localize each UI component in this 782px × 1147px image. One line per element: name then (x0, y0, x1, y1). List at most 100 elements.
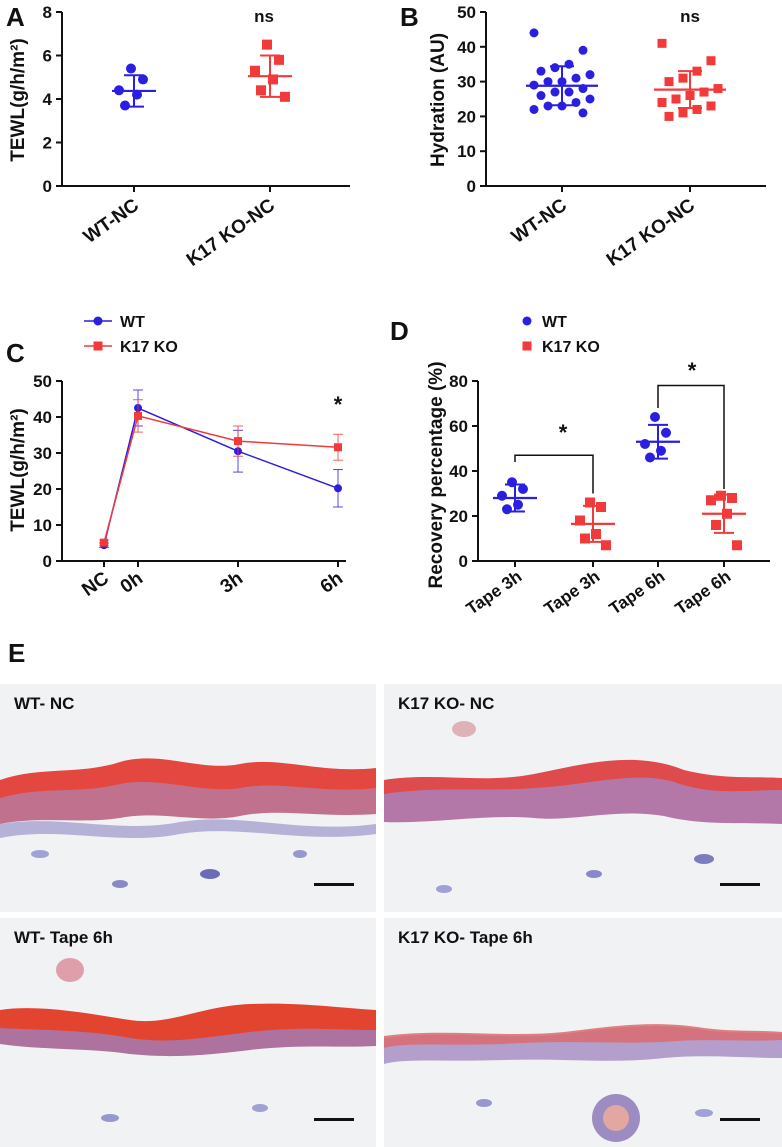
panel-d-x-tick-label: Tape 3h (463, 567, 525, 619)
panel-b-series-2-point (706, 101, 716, 111)
panel-b-series-2-point (678, 108, 688, 118)
panel-a-y-tick-label: 0 (43, 177, 52, 196)
panel-d-legend-marker (522, 316, 532, 326)
panel-b-y-tick-label: 10 (457, 142, 476, 161)
panel-d-series-3-point (645, 452, 655, 463)
panel-b-series-1-point (578, 45, 588, 55)
panel-b-x-tick-label: WT-NC (508, 195, 571, 248)
panel-c-y-tick-label: 10 (33, 516, 52, 535)
panel-d-legend-wt: WT (542, 314, 567, 331)
panel-c-significance: * (334, 392, 343, 417)
panel-d-series-2-point (585, 497, 595, 508)
panel-c-y-tick-label: 40 (33, 408, 52, 427)
panel-c-y-tick-label: 20 (33, 480, 52, 499)
panel-c-x-tick-label: 0h (117, 568, 147, 598)
panel-d-y-tick-label: 20 (449, 507, 468, 526)
panel-b-series-2-point (692, 104, 702, 114)
panel-d-series-3-point (640, 439, 650, 449)
panel-d-y-tick-label: 80 (449, 372, 468, 391)
panel-d-y-tick-label: 40 (449, 462, 468, 481)
histology-ko-tape6h: K17 KO- Tape 6h (384, 918, 782, 1147)
histology-label: WT- NC (14, 694, 75, 713)
panel-c-x-tick-label: NC (78, 568, 113, 601)
histology-wt-nc-image (0, 684, 376, 912)
panel-b-significance: ns (680, 7, 700, 26)
panel-b-ylabel: Hydration (AU) (428, 33, 449, 167)
histology-label: WT- Tape 6h (14, 928, 113, 947)
panel-b-letter: B (400, 2, 419, 32)
scale-bar (720, 1118, 760, 1121)
histology-wt-nc: WT- NC (0, 684, 376, 912)
panel-c-y-tick-label: 30 (33, 444, 52, 463)
panel-b-y-tick-label: 20 (457, 107, 476, 126)
panel-c-series-2-point (234, 437, 242, 446)
panel-b-series-1-point (529, 28, 539, 38)
panel-b-y-tick-label: 50 (457, 3, 476, 22)
histology-ko-nc-image (384, 684, 782, 912)
panel-c-legend-wt: WT (120, 314, 145, 331)
panel-b-series-1-point (543, 77, 553, 87)
panel-d-series-1-point (502, 504, 512, 515)
panel-b-series-1-point (578, 108, 588, 118)
panel-b-y-tick-label: 0 (467, 177, 476, 196)
panel-b-series-1-point (550, 63, 560, 73)
panel-a-series-2-point (256, 85, 266, 96)
panel-b-series-1-point (536, 66, 546, 76)
panel-b-series-1-point (564, 87, 574, 97)
panel-d-x-tick-label: Tape 3h (541, 567, 603, 619)
panel-d-significance-3h: * (559, 420, 568, 445)
panel-d-x-tick-label: Tape 6h (606, 567, 668, 619)
panel-d-bracket-3h (514, 454, 594, 494)
panel-b-series-1-point (585, 70, 595, 80)
panel-a-x-tick-label: K17 KO-NC (183, 195, 279, 271)
panel-d-series-3-point (661, 427, 671, 438)
panel-c-ylabel: TEWL(g/h/m²) (8, 408, 29, 531)
panel-c-series-2-line (103, 415, 339, 543)
panel-b-series-2-point (671, 94, 681, 104)
panel-b-series-2-point (706, 56, 716, 66)
panel-b-chart: B Hydration (AU) ns 0 10 20 30 40 50 WT-NC K17 … (400, 2, 766, 271)
panel-b-y-tick-label: 30 (457, 73, 476, 92)
panel-d-chart: D Recovery percentage (%) WT K17 KO * * … (390, 314, 770, 618)
panel-b-series-2-point (664, 77, 674, 87)
panel-a-series-1-point (138, 74, 148, 85)
panel-d-series-4-point (706, 495, 716, 506)
panel-b-series-2-point (664, 111, 674, 121)
panel-c-y-tick-label: 50 (33, 372, 52, 391)
panel-b-series-2-point (657, 38, 667, 48)
panel-c-series-2-point (334, 443, 342, 452)
panel-d-series-2-point (575, 515, 585, 526)
panel-d-bracket-6h (657, 384, 725, 489)
panel-a-series-2-point (268, 74, 278, 85)
panel-d-series-4-point (711, 520, 721, 530)
panel-c-legend-marker (93, 341, 103, 351)
panel-d-legend-marker (522, 341, 532, 351)
panel-b-series-1-point (585, 94, 595, 104)
panel-d-series-4-point (727, 493, 737, 503)
panel-a-series-2-point (274, 54, 284, 65)
panel-b-series-1-point (571, 73, 581, 83)
panel-d-y-tick-label: 0 (459, 552, 468, 571)
panel-b-series-1-point (564, 59, 574, 69)
scale-bar (314, 883, 354, 886)
histology-label: K17 KO- NC (398, 694, 495, 713)
panel-c-legend-marker (93, 316, 103, 326)
panel-b-series-1-point (550, 87, 560, 97)
panel-b-series-1-point (536, 91, 546, 101)
panel-c-series-2-point (134, 411, 142, 420)
panel-d-series-1-point (518, 484, 528, 494)
panel-d-letter: D (390, 316, 409, 346)
histology-ko-nc: K17 KO- NC (384, 684, 782, 912)
panel-a-series-1-point (126, 63, 136, 74)
panel-c-series-2-point (100, 538, 108, 547)
panel-d-significance-6h: * (688, 358, 697, 383)
histology-wt-tape6h: WT- Tape 6h (0, 918, 376, 1147)
scale-bar (720, 883, 760, 886)
panel-a-y-tick-label: 8 (43, 3, 52, 22)
panel-d-series-1-point (497, 490, 507, 501)
panel-b-series-1-point (529, 104, 539, 114)
panel-d-series-2-point (580, 533, 590, 544)
panel-d-y-tick-label: 60 (449, 417, 468, 436)
panel-a-chart: A TEWL(g/h/m²) ns 0 2 4 6 8 WT-NC K17 KO-NC (6, 2, 350, 271)
panel-a-ylabel: TEWL(g/h/m²) (8, 38, 29, 161)
